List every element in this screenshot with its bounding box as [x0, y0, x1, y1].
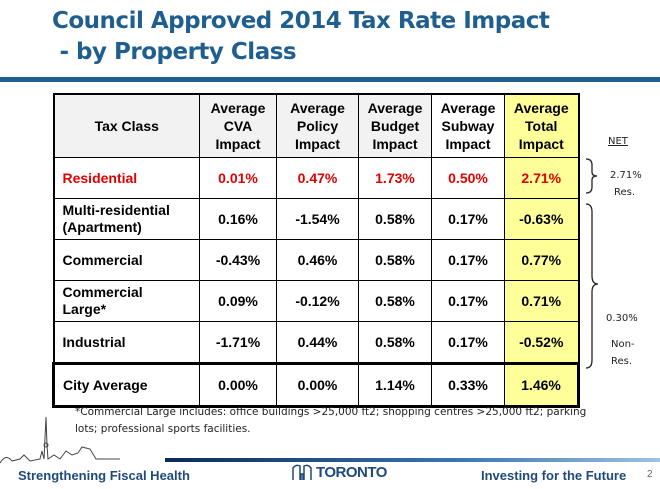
- header-policy: Average Policy Impact: [276, 93, 359, 158]
- cell-total: -0.52%: [504, 321, 579, 364]
- net-label: NET: [608, 136, 628, 147]
- header-subway: Average Subway Impact: [431, 93, 505, 158]
- cell-subway: 0.17%: [431, 239, 505, 281]
- cell-cva: -0.43%: [199, 239, 277, 281]
- header-tax-class: Tax Class: [53, 93, 200, 158]
- cell-subway: 0.50%: [431, 157, 505, 199]
- cell-class: Commercial: [53, 239, 200, 281]
- cell-subway: 0.17%: [431, 280, 505, 322]
- page-number: 2: [647, 469, 653, 480]
- cell-budget: 1.73%: [358, 157, 432, 199]
- header-row: Tax Class Average CVA Impact Average Pol…: [53, 93, 579, 158]
- cell-subway: 0.33%: [431, 362, 505, 408]
- table-row: Commercial Large* 0.09% -0.12% 0.58% 0.1…: [53, 280, 579, 322]
- cell-total: 0.71%: [504, 280, 579, 322]
- cell-subway: 0.17%: [431, 198, 505, 240]
- cell-cva: 0.01%: [199, 157, 277, 199]
- table-row: Industrial -1.71% 0.44% 0.58% 0.17% -0.5…: [53, 321, 579, 364]
- cell-subway: 0.17%: [431, 321, 505, 364]
- title-line-2: - by Property Class: [52, 39, 297, 65]
- cell-budget: 0.58%: [358, 280, 432, 322]
- cell-budget: 0.58%: [358, 239, 432, 281]
- cell-class: Commercial Large*: [53, 280, 200, 322]
- cell-class: Multi-residential (Apartment): [53, 198, 200, 240]
- city-hall-icon: [292, 464, 312, 480]
- cell-policy: 0.00%: [276, 362, 359, 408]
- cell-budget: 1.14%: [358, 362, 432, 408]
- cell-total: 0.77%: [504, 239, 579, 281]
- cell-cva: -1.71%: [199, 321, 277, 364]
- tax-impact-table: Tax Class Average CVA Impact Average Pol…: [52, 93, 580, 408]
- footnote: *Commercial Large includes: office build…: [75, 406, 587, 435]
- cell-policy: -1.54%: [276, 198, 359, 240]
- cell-total: -0.63%: [504, 198, 579, 240]
- cell-cva: 0.09%: [199, 280, 277, 322]
- footer-right-text: Investing for the Future: [481, 468, 627, 483]
- header-total: Average Total Impact: [504, 93, 579, 158]
- non-residential-brace: [585, 203, 599, 369]
- cell-budget: 0.58%: [358, 198, 432, 240]
- toronto-logo: TORONTO: [292, 463, 387, 481]
- net-residential-label: Res.: [614, 187, 636, 198]
- table-row: Commercial -0.43% 0.46% 0.58% 0.17% 0.77…: [53, 239, 579, 281]
- cell-policy: -0.12%: [276, 280, 359, 322]
- title-divider: [0, 77, 660, 82]
- table-row: Residential 0.01% 0.47% 1.73% 0.50% 2.71…: [53, 157, 579, 199]
- table-row: Multi-residential (Apartment) 0.16% -1.5…: [53, 198, 579, 240]
- cell-cva: 0.16%: [199, 198, 277, 240]
- net-residential-value: 2.71%: [610, 170, 642, 181]
- footer-left-text: Strengthening Fiscal Health: [18, 468, 190, 483]
- slide-title: Council Approved 2014 Tax Rate Impact - …: [52, 6, 550, 68]
- cell-total: 1.46%: [504, 362, 580, 408]
- footer-divider: [165, 458, 660, 462]
- cell-policy: 0.47%: [276, 157, 359, 199]
- cell-policy: 0.44%: [276, 321, 359, 364]
- cell-cva: 0.00%: [199, 362, 277, 408]
- cell-policy: 0.46%: [276, 239, 359, 281]
- cell-class: City Average: [52, 362, 200, 408]
- title-line-1: Council Approved 2014 Tax Rate Impact: [52, 8, 550, 34]
- header-budget: Average Budget Impact: [358, 93, 432, 158]
- cell-budget: 0.58%: [358, 321, 432, 364]
- skyline-icon: [0, 416, 120, 464]
- net-non-residential-value: 0.30%: [606, 313, 638, 324]
- residential-brace: [585, 158, 598, 194]
- logo-text: TORONTO: [316, 463, 387, 481]
- cell-class: Industrial: [53, 321, 200, 364]
- net-non-residential-label: Non- Res.: [611, 339, 635, 367]
- cell-total: 2.71%: [504, 157, 579, 199]
- city-average-row: City Average 0.00% 0.00% 1.14% 0.33% 1.4…: [52, 362, 580, 408]
- header-cva: Average CVA Impact: [199, 93, 277, 158]
- cell-class: Residential: [53, 157, 200, 199]
